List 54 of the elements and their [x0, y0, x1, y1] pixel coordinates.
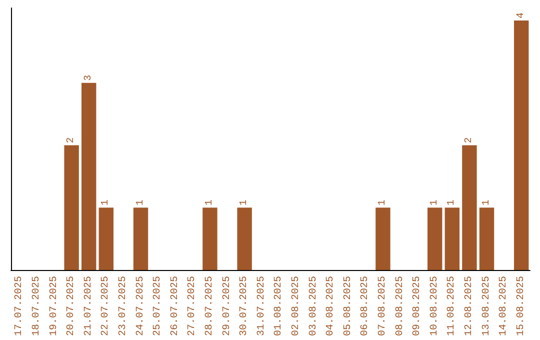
x-tick-label: 17.07.2025 [14, 276, 26, 336]
bar [64, 145, 79, 270]
x-tick-label: 20.07.2025 [66, 276, 78, 336]
bar [462, 145, 477, 270]
bar [444, 208, 460, 270]
x-tick-label: 09.08.2025 [412, 276, 424, 336]
data-label: 1 [429, 200, 440, 206]
data-label: 1 [446, 200, 458, 206]
x-tick-label: 31.07.2025 [256, 276, 268, 336]
data-label: 1 [135, 200, 146, 206]
x-tick-label: 14.08.2025 [498, 276, 510, 336]
x-tick-label: 01.08.2025 [274, 276, 285, 336]
data-label: 1 [204, 200, 216, 206]
bar [514, 20, 529, 270]
x-tick-label: 24.07.2025 [135, 276, 146, 336]
x-tick-label: 28.07.2025 [204, 276, 216, 336]
data-label: 2 [66, 137, 78, 144]
data-label: 1 [239, 200, 250, 206]
x-tick-label: 23.07.2025 [118, 276, 129, 336]
x-tick-label: 29.07.2025 [222, 276, 233, 336]
x-tick-label: 10.08.2025 [429, 276, 440, 336]
data-label: 4 [516, 12, 527, 18]
x-tick-label: 15.08.2025 [516, 276, 527, 336]
x-tick-label: 21.07.2025 [83, 276, 94, 336]
bar [202, 208, 218, 270]
data-label: 2 [464, 137, 475, 144]
x-tick-label: 06.08.2025 [360, 276, 372, 336]
x-tick-label: 11.08.2025 [446, 276, 458, 336]
x-tick-label: 22.07.2025 [100, 276, 112, 336]
x-tick-label: 12.08.2025 [464, 276, 475, 336]
x-tick-label: 27.07.2025 [187, 276, 198, 336]
data-label: 3 [83, 74, 94, 81]
data-label: 1 [481, 200, 492, 206]
x-tick-label: 05.08.2025 [342, 276, 354, 336]
bar [133, 208, 148, 270]
data-label: 1 [100, 200, 112, 206]
x-tick-label: 02.08.2025 [290, 276, 302, 336]
x-tick-label: 08.08.2025 [394, 276, 406, 336]
x-tick-label: 04.08.2025 [326, 276, 337, 336]
x-tick-label: 18.07.2025 [31, 276, 42, 336]
x-tick-label: 07.08.2025 [377, 276, 388, 336]
x-tick-label: 30.07.2025 [239, 276, 250, 336]
x-tick-label: 19.07.2025 [48, 276, 60, 336]
bar [428, 208, 442, 270]
x-tick-label: 13.08.2025 [481, 276, 492, 336]
bar [376, 208, 390, 270]
bar [237, 208, 252, 270]
bar [82, 82, 96, 270]
data-label: 1 [377, 200, 388, 206]
x-tick-label: 25.07.2025 [152, 276, 164, 336]
bar [98, 208, 114, 270]
bar [479, 208, 494, 270]
x-tick-label: 03.08.2025 [308, 276, 320, 336]
x-tick-label: 26.07.2025 [170, 276, 181, 336]
